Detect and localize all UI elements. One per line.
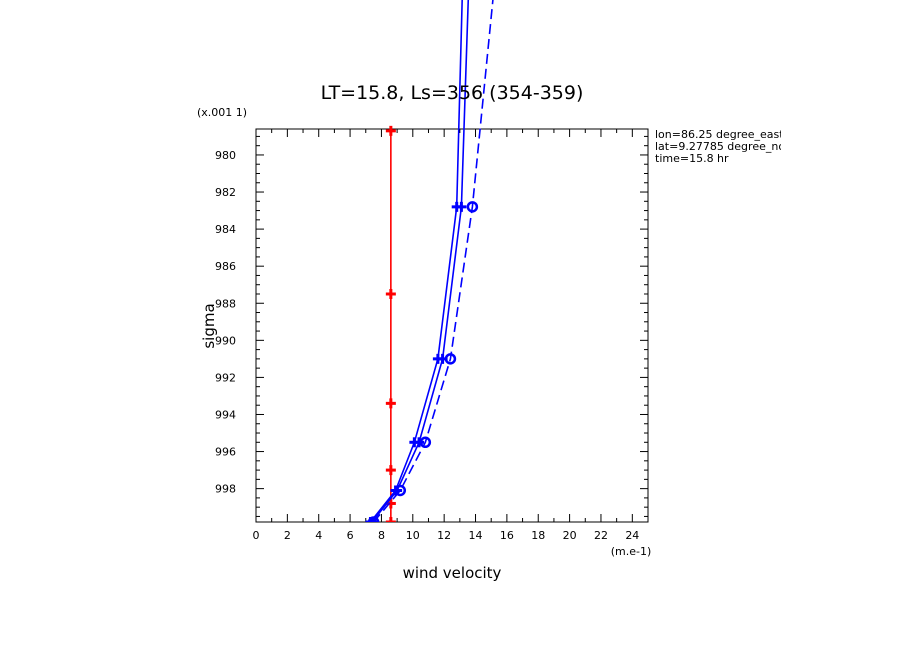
x-tick-label: 14	[469, 529, 483, 542]
chart-title: LT=15.8, Ls=356 (354-359)	[321, 82, 584, 104]
y-tick-label: 996	[215, 446, 236, 459]
series-line	[369, 0, 463, 522]
series-marker-plus	[437, 353, 448, 364]
y-tick-label: 982	[215, 186, 236, 199]
x-tick-label: 18	[531, 529, 545, 542]
annotation-time: time=15.8 hr	[655, 152, 729, 165]
series-marker-plus	[385, 465, 396, 476]
plot-frame	[255, 128, 649, 523]
y-tick-label: 990	[215, 334, 236, 347]
series-marker-circle	[367, 516, 380, 522]
x-tick-label: 0	[253, 529, 260, 542]
series-marker-circle	[466, 201, 479, 213]
y-axis-ticks: 980 982 984 986 988 990 992 994 996 998	[215, 135, 648, 517]
axes: 0 2 4 6 8 10 12 14 16 18 20 22 24 980982984986988990…	[215, 128, 649, 542]
x-tick-label: 12	[437, 529, 451, 542]
series-line	[371, 0, 470, 522]
x-tick-label: 6	[347, 529, 354, 542]
y-tick-label: 980	[215, 149, 236, 162]
series-layer	[365, 0, 494, 522]
y-tick-label: 988	[215, 297, 236, 310]
x-tick-label: 22	[594, 529, 608, 542]
y-tick-label: 992	[215, 371, 236, 384]
series-marker-plus	[414, 437, 425, 448]
x-tick-label: 16	[500, 529, 514, 542]
series-marker-plus	[385, 125, 396, 136]
x-tick-label: 24	[625, 529, 639, 542]
annotation-lon: lon=86.25 degree_east	[655, 128, 784, 141]
x-tick-label: 10	[406, 529, 420, 542]
series-marker-plus	[385, 398, 396, 409]
x-tick-label: 4	[315, 529, 322, 542]
x-tick-label: 20	[563, 529, 577, 542]
series-marker-plus	[367, 517, 378, 522]
y-tick-label: 994	[215, 408, 236, 421]
x-tick-label: 2	[284, 529, 291, 542]
series-line	[372, 0, 494, 522]
y-axis-label: sigma	[200, 303, 218, 348]
y-tick-label: 984	[215, 223, 236, 236]
y-tick-label: 998	[215, 483, 236, 496]
x-tick-label: 8	[378, 529, 385, 542]
series-marker-plus	[392, 485, 403, 496]
x-axis-ticks: 0 2 4 6 8 10 12 14 16 18 20 22 24	[253, 129, 649, 542]
y-scale-note: (x.001 1)	[197, 106, 247, 119]
series-marker-plus	[456, 201, 467, 212]
x-unit-label: (m.e-1)	[611, 545, 652, 558]
y-tick-label: 986	[215, 260, 236, 273]
series-marker-plus	[385, 288, 396, 299]
series-marker-plus	[385, 517, 396, 522]
annotation-lat: lat=9.27785 degree_north	[655, 140, 801, 153]
x-axis-label: wind velocity	[403, 564, 502, 582]
